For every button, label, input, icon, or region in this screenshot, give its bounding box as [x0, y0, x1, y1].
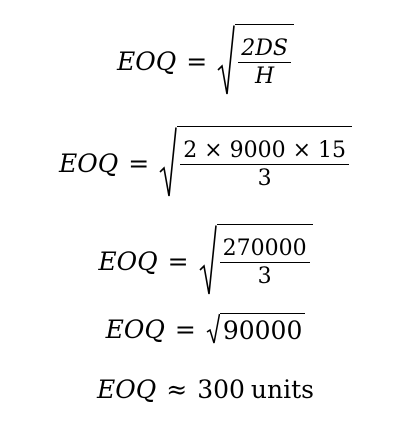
radical-sign-icon	[159, 127, 177, 197]
denominator: 3	[219, 262, 310, 288]
eoq-label: EOQ	[105, 314, 165, 344]
equals-sign: =	[128, 148, 150, 178]
fraction: 270000 3	[219, 235, 310, 288]
equation-line-formula: EOQ = 2DS H	[0, 18, 411, 104]
equation-line-simplified: EOQ = 90000	[0, 308, 411, 350]
eoq-label: EOQ	[58, 148, 119, 178]
square-root: 90000	[206, 313, 306, 345]
eoq-label: EOQ	[117, 46, 177, 76]
result-value: 300	[197, 374, 245, 404]
equals-sign: =	[167, 246, 189, 276]
radicand-value: 90000	[222, 315, 303, 345]
square-root: 2 × 9000 × 15 3	[159, 126, 353, 200]
equation-line-result: EOQ ≈ 300 units	[0, 368, 411, 410]
square-root: 2DS H	[217, 24, 294, 98]
equals-sign: =	[186, 46, 208, 76]
square-root: 270000 3	[199, 224, 313, 298]
equals-sign: =	[174, 314, 196, 344]
fraction: 2 × 9000 × 15 3	[180, 137, 350, 190]
eoq-label: EOQ	[98, 246, 158, 276]
numerator: 2 × 9000 × 15	[183, 137, 347, 163]
eoq-label: EOQ	[97, 374, 157, 404]
radical-sign-icon	[199, 225, 217, 295]
fraction: 2DS H	[238, 37, 291, 88]
radical-sign-icon	[206, 313, 220, 344]
denominator: H	[238, 62, 291, 88]
approx-sign: ≈	[166, 374, 188, 404]
equation-line-substitution: EOQ = 2 × 9000 × 15 3	[0, 120, 411, 206]
numerator: 2DS	[241, 35, 288, 61]
numerator: 270000	[222, 235, 307, 261]
denominator: 3	[180, 164, 350, 190]
radical-sign-icon	[217, 25, 236, 95]
equation-line-product: EOQ = 270000 3	[0, 218, 411, 304]
result-unit: units	[250, 374, 314, 404]
